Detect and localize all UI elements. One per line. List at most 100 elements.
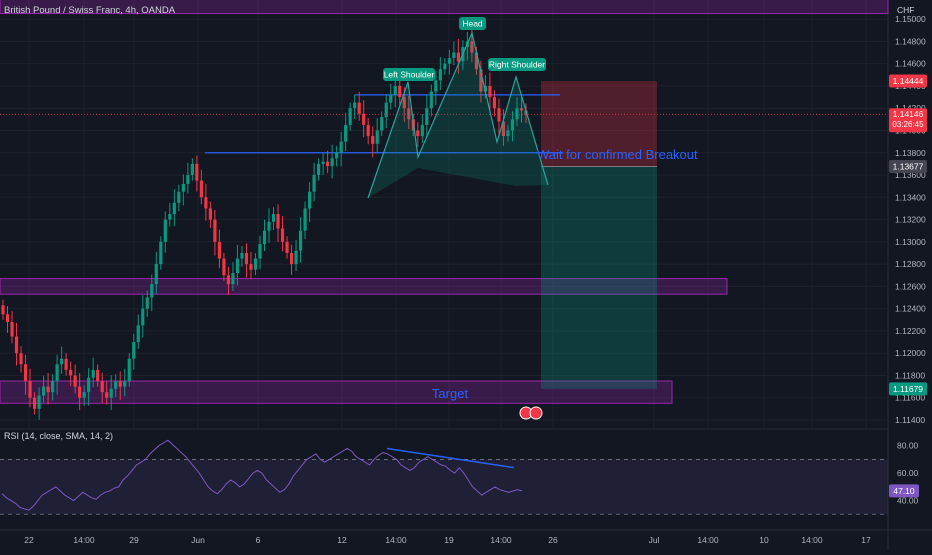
price-tick: 1.12800: [895, 259, 926, 269]
candle-body: [132, 342, 136, 359]
candle-body: [362, 113, 366, 125]
pattern-outline: [367, 31, 549, 199]
price-tick: 1.13200: [895, 215, 926, 225]
price-tick: 1.13400: [895, 192, 926, 202]
time-axis[interactable]: 22 14:00 29 Jun 6 12 14:00 19 14:00 26 Jul 14:00 10 1…: [24, 535, 871, 545]
candle-body: [41, 386, 46, 396]
candle-body: [37, 395, 41, 409]
candle-body: [335, 152, 339, 159]
price-pane[interactable]: [0, 0, 888, 428]
candle-body: [312, 175, 316, 192]
rsi-label[interactable]: RSI (14, close, SMA, 14, 2): [4, 431, 113, 441]
reward-zone[interactable]: [541, 166, 657, 389]
pattern-fill: [368, 33, 548, 198]
candle-body: [213, 219, 217, 242]
candle-body: [371, 136, 375, 144]
candle-body: [28, 381, 32, 398]
candle-body: [60, 358, 64, 365]
candle-body: [208, 208, 212, 220]
candle-body: [96, 369, 100, 382]
svg-text:47.10: 47.10: [893, 486, 915, 496]
candle-body: [159, 241, 163, 265]
candle-body: [425, 108, 429, 125]
candle-body: [510, 119, 515, 131]
head-shoulders-pattern[interactable]: [367, 31, 549, 199]
rsi-pane[interactable]: [0, 430, 888, 530]
price-tick: 1.12400: [895, 304, 926, 314]
candle-body: [483, 85, 488, 92]
zone[interactable]: [0, 278, 728, 295]
time-tick: 10: [759, 535, 769, 545]
price-tick: 1.12200: [895, 326, 926, 336]
price-tick: 1.13800: [895, 148, 926, 158]
head-text: Head: [462, 19, 483, 29]
candle-body: [14, 336, 19, 354]
candle-body: [497, 108, 501, 122]
zone[interactable]: [0, 0, 889, 15]
short-position-tool[interactable]: [541, 81, 657, 389]
candle-body: [326, 161, 330, 167]
price-axis[interactable]: [888, 0, 932, 550]
candle-body: [492, 97, 497, 109]
candle-body: [91, 369, 95, 378]
candle-body: [235, 258, 240, 274]
candle-body: [262, 230, 267, 245]
candle-body: [434, 80, 438, 92]
grid: [0, 0, 888, 428]
candle-body: [141, 308, 145, 326]
candle-body: [357, 102, 361, 114]
right-shoulder-text: Right Shoulder: [489, 60, 545, 70]
rsi-tick: 40.00: [897, 496, 919, 506]
time-tick: 26: [548, 535, 558, 545]
rsi-tick: 80.00: [897, 441, 919, 451]
candle-body: [366, 124, 370, 137]
candle-body: [416, 130, 420, 137]
candle-body: [55, 364, 59, 382]
price-tick: 1.14600: [895, 59, 926, 69]
time-tick: 19: [444, 535, 454, 545]
rsi-band: [0, 459, 888, 515]
candle-body: [407, 108, 411, 120]
time-tick: 22: [24, 535, 34, 545]
candle-body: [443, 63, 447, 70]
candle-body: [10, 322, 14, 337]
candle-body: [82, 392, 86, 398]
candle-body: [127, 358, 131, 382]
rsi-tick: 60.00: [897, 468, 919, 478]
label-head[interactable]: Head: [459, 17, 486, 30]
zone[interactable]: [0, 380, 673, 404]
candle-body: [398, 85, 402, 98]
svg-text:1.14146: 1.14146: [893, 109, 924, 119]
rsi-divergence-line[interactable]: [386, 447, 515, 469]
candle-body: [204, 197, 208, 209]
candle-body: [64, 358, 68, 370]
entry-price-badge: 1.13677: [889, 159, 927, 173]
left-shoulder-badge: [383, 68, 435, 81]
candle-body: [515, 108, 519, 120]
label-left-shoulder[interactable]: Left Shoulder: [383, 68, 435, 81]
symbol-title[interactable]: British Pound / Swiss Franc, 4h, OANDA: [4, 5, 176, 16]
candle-body: [163, 219, 167, 242]
candle-body: [285, 241, 289, 253]
economic-event-icon[interactable]: [519, 406, 543, 420]
candle-body: [271, 214, 276, 222]
price-tick: 1.11800: [895, 370, 925, 380]
price-tick: 1.11600: [895, 393, 925, 403]
price-tick: 1.12000: [895, 348, 926, 358]
candle-body: [46, 386, 50, 393]
label-right-shoulder[interactable]: Right Shoulder: [488, 58, 546, 71]
breakout-note[interactable]: Wait for confirmed Breakout: [537, 147, 698, 162]
rsi-line: [1, 439, 523, 511]
candle-body: [177, 191, 181, 203]
currency-label: CHF: [897, 5, 914, 15]
candle-body: [258, 244, 262, 259]
price-tick: 1.15000: [895, 14, 926, 24]
candle-body: [280, 228, 285, 242]
candle-body: [317, 163, 321, 176]
target-label[interactable]: Target: [432, 386, 469, 401]
candle-body: [307, 191, 312, 209]
candle-body: [298, 230, 303, 251]
candle-body: [420, 124, 424, 137]
